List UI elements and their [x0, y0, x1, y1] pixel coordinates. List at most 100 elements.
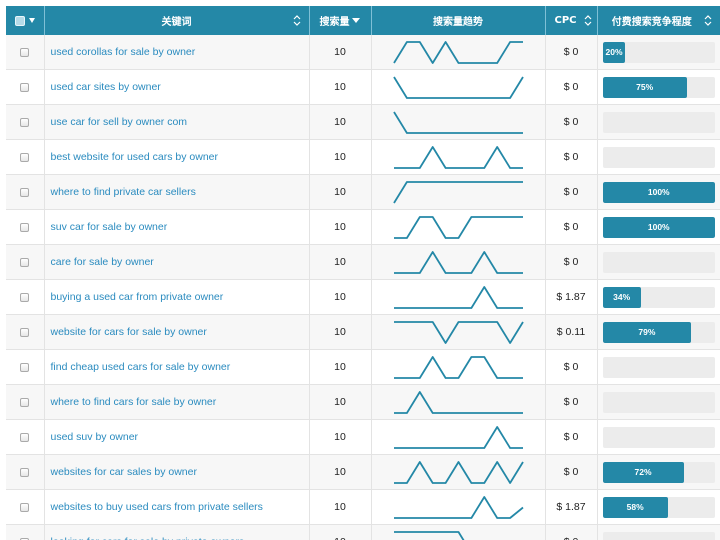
volume-column-header[interactable]: 搜索量 [309, 6, 372, 35]
row-checkbox[interactable] [20, 537, 30, 540]
keyword-table: 关键词 搜索量 搜索量趋势 CPC 付费搜索竞争程度 used corollas… [6, 6, 720, 540]
sparkline-line [393, 146, 523, 169]
chevron-down-icon[interactable] [28, 18, 35, 23]
row-checkbox[interactable] [20, 257, 30, 267]
sort-desc-icon[interactable] [351, 18, 360, 23]
competition-cell: 34% [597, 279, 720, 315]
cpc-column-header[interactable]: CPC [545, 6, 598, 35]
competition-bar-fill: 100% [602, 216, 715, 238]
keyword-link[interactable]: best website for used cars by owner [50, 151, 219, 163]
table-row[interactable]: used car sites by owner 10 $ 0 75% [6, 69, 720, 105]
sparkline-chart [393, 391, 523, 414]
keyword-link[interactable]: use car for sell by owner com [50, 116, 188, 128]
table-row[interactable]: use car for sell by owner com 10 $ 0 [6, 104, 720, 140]
table-row[interactable]: website for cars for sale by owner 10 $ 0.… [6, 314, 720, 350]
trend-sparkline [371, 104, 546, 140]
table-row[interactable]: looking for cars for sale by private own… [6, 524, 720, 540]
sparkline-chart [392, 181, 523, 204]
table-row[interactable]: care for sale by owner 10 $ 0 [6, 244, 720, 280]
competition-bar-fill: 75% [602, 76, 687, 98]
volume-value: 10 [309, 349, 372, 385]
row-checkbox[interactable] [20, 292, 30, 302]
keyword-link[interactable]: suv car for sale by owner [50, 221, 168, 233]
table-row[interactable]: used suv by owner 10 $ 0 [6, 419, 720, 455]
sparkline-chart [393, 216, 523, 239]
sparkline-line [392, 181, 523, 204]
sort-icon[interactable] [584, 14, 592, 27]
competition-label: 100% [647, 222, 670, 232]
keyword-link[interactable]: find cheap used cars for sale by owner [50, 361, 231, 373]
keyword-cell: find cheap used cars for sale by owner [44, 349, 310, 385]
row-checkbox[interactable] [20, 327, 30, 337]
keyword-cell: buying a used car from private owner [44, 279, 310, 315]
keyword-link[interactable]: where to find private car sellers [50, 186, 196, 198]
sparkline-chart [393, 321, 524, 344]
sparkline-chart [393, 356, 523, 379]
row-checkbox[interactable] [20, 502, 30, 512]
keyword-link[interactable]: used suv by owner [50, 431, 139, 443]
row-checkbox[interactable] [20, 82, 30, 92]
cpc-value: $ 0 [545, 384, 598, 420]
row-checkbox[interactable] [20, 117, 30, 127]
keyword-link[interactable]: looking for cars for sale by private own… [45, 536, 309, 540]
row-select-cell [6, 349, 45, 385]
keyword-link[interactable]: websites for car sales by owner [50, 466, 197, 478]
table-row[interactable]: find cheap used cars for sale by owner 10… [6, 349, 720, 385]
sparkline-chart [393, 286, 523, 309]
table-row[interactable]: best website for used cars by owner 10 $ 0 [6, 139, 720, 175]
cpc-value: $ 0 [545, 244, 598, 280]
competition-bar-fill: 58% [602, 496, 668, 518]
keyword-link[interactable]: website for cars for sale by owner [50, 326, 207, 338]
sort-icon[interactable] [704, 14, 712, 27]
competition-bar: 79% [602, 321, 715, 343]
row-checkbox[interactable] [20, 187, 30, 197]
keyword-link[interactable]: used corollas for sale by owner [50, 46, 196, 58]
competition-bar: 58% [602, 496, 715, 518]
table-row[interactable]: where to find private car sellers 10 $ 0 10… [6, 174, 720, 210]
sparkline-line [393, 251, 523, 274]
table-row[interactable]: buying a used car from private owner 10 $ … [6, 279, 720, 315]
cpc-value: $ 0 [545, 524, 598, 540]
row-checkbox[interactable] [20, 362, 30, 372]
row-select-cell [6, 489, 45, 525]
competition-bar-fill: 79% [602, 321, 692, 343]
row-checkbox[interactable] [20, 397, 30, 407]
keyword-link[interactable]: care for sale by owner [50, 256, 154, 268]
row-checkbox[interactable] [20, 467, 30, 477]
row-select-cell [6, 69, 45, 105]
trend-sparkline [371, 174, 546, 210]
keyword-link[interactable]: websites to buy used cars from private s… [50, 501, 263, 513]
sort-icon[interactable] [293, 14, 301, 27]
competition-column-header[interactable]: 付费搜索竞争程度 [597, 6, 720, 35]
sparkline-chart [393, 251, 523, 274]
cpc-value: $ 0 [545, 139, 598, 175]
table-row[interactable]: suv car for sale by owner 10 $ 0 100% [6, 209, 720, 245]
table-row[interactable]: where to find cars for sale by owner 10 $ … [6, 384, 720, 420]
keyword-link[interactable]: buying a used car from private owner [50, 291, 224, 303]
row-select-cell [6, 454, 45, 490]
keyword-link[interactable]: used car sites by owner [50, 81, 161, 93]
row-checkbox[interactable] [20, 47, 30, 57]
select-all-checkbox[interactable] [14, 15, 25, 26]
table-row[interactable]: used corollas for sale by owner 10 $ 0 20% [6, 35, 720, 70]
table-row[interactable]: websites to buy used cars from private s… [6, 489, 720, 525]
trend-sparkline [371, 489, 546, 525]
select-all-header[interactable] [6, 6, 45, 35]
competition-cell: 75% [597, 69, 720, 105]
competition-label: 20% [605, 47, 623, 57]
competition-label: 79% [638, 327, 656, 337]
row-checkbox[interactable] [20, 222, 30, 232]
competition-bar-fill: 100% [602, 181, 715, 203]
sparkline-line [393, 216, 523, 239]
keyword-column-header[interactable]: 关键词 [44, 6, 310, 35]
competition-cell: 79% [597, 314, 720, 350]
keyword-link[interactable]: where to find cars for sale by owner [50, 396, 217, 408]
sparkline-line [393, 531, 464, 540]
table-row[interactable]: websites for car sales by owner 10 $ 0 72% [6, 454, 720, 490]
trend-sparkline [371, 384, 546, 420]
cpc-value: $ 1.87 [545, 489, 598, 525]
row-checkbox[interactable] [20, 432, 30, 442]
row-checkbox[interactable] [20, 152, 30, 162]
trend-sparkline [371, 35, 546, 70]
competition-bar: 72% [602, 461, 715, 483]
